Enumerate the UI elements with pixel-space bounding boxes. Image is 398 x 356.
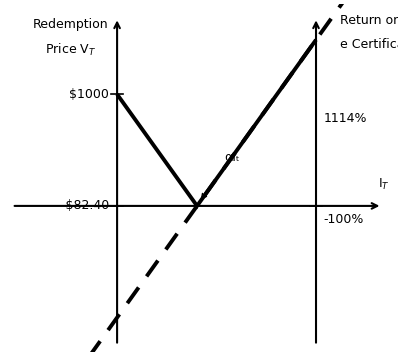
Text: 1114%: 1114% [324,112,367,125]
Text: Redemption: Redemption [33,17,108,31]
Text: $1000: $1000 [69,88,109,101]
Text: e Certificate: e Certificate [340,38,398,52]
Text: Price V$_T$: Price V$_T$ [45,42,96,58]
Text: -100%: -100% [324,213,364,226]
Text: Return on th: Return on th [339,14,398,27]
Text: αIₜ: αIₜ [201,151,240,199]
Text: -$82.40: -$82.40 [61,199,109,213]
Text: I$_T$: I$_T$ [378,177,390,192]
